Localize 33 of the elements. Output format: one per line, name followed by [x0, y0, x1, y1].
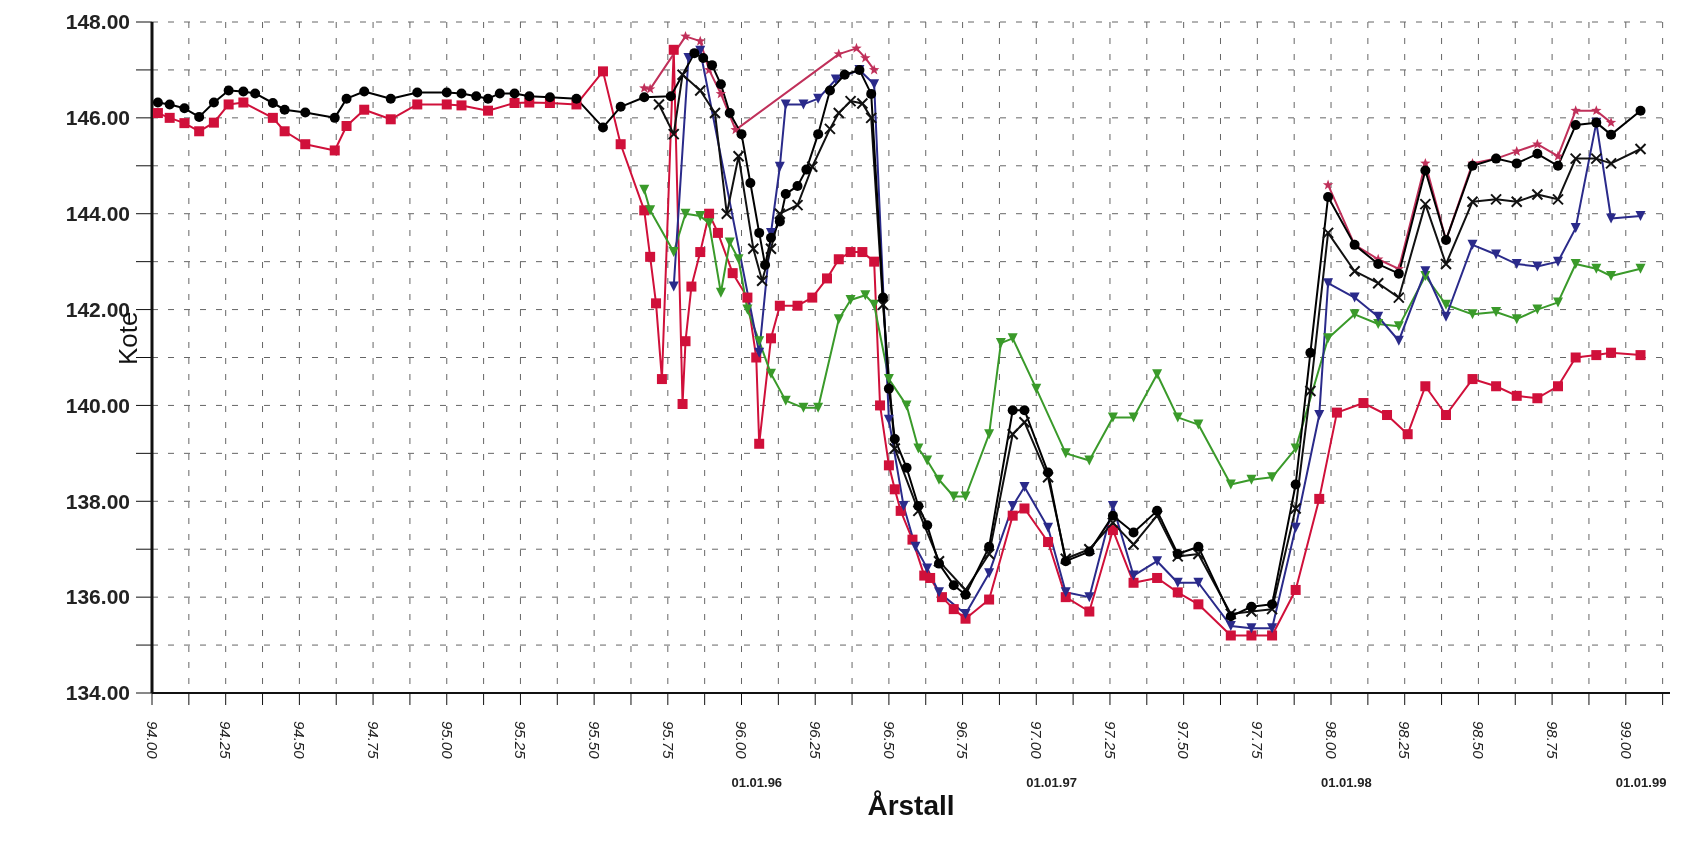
x-tick-label: 94.50 — [291, 721, 309, 760]
x-tick-label: 96.00 — [733, 721, 751, 760]
x-tick-label: 95.75 — [659, 721, 677, 760]
y-tick-label: 148.00 — [65, 10, 130, 34]
x-tick-label: 96.75 — [954, 721, 972, 760]
x-tick-label: 98.75 — [1543, 721, 1561, 760]
y-tick-label: 134.00 — [65, 681, 130, 705]
x-tick-label: 97.50 — [1175, 721, 1193, 760]
x-tick-label: 97.00 — [1028, 721, 1046, 760]
x-tick-label: 97.75 — [1249, 721, 1267, 760]
x-tick-label: 94.75 — [364, 721, 382, 760]
x-tick-label: 96.25 — [806, 721, 824, 760]
text: 01.01.99 — [1615, 775, 1667, 790]
x-tick-label: 95.25 — [512, 721, 530, 760]
x-tick-label: 99.00 — [1617, 721, 1635, 760]
x-axis-title: Årstall — [867, 790, 955, 821]
y-tick-label: 138.00 — [65, 489, 130, 513]
y-tick-label: 140.00 — [65, 393, 130, 417]
x-tick-label: 98.50 — [1470, 721, 1488, 760]
text: 01.01.96 — [731, 775, 783, 790]
y-tick-label: 146.00 — [65, 106, 130, 130]
x-tick-label: 97.25 — [1101, 721, 1119, 760]
x-tick-label: 96.50 — [880, 721, 898, 760]
x-tick-label: 98.00 — [1322, 721, 1340, 760]
y-tick-label: 136.00 — [65, 585, 130, 609]
y-tick-label: 144.00 — [65, 202, 130, 226]
text: 01.01.98 — [1321, 775, 1372, 790]
text: 01.01.97 — [1026, 775, 1077, 790]
x-tick-label: 95.50 — [585, 721, 603, 760]
x-tick-label: 98.25 — [1396, 721, 1414, 760]
x-tick-label: 94.00 — [143, 721, 161, 760]
x-tick-label: 95.00 — [438, 721, 456, 760]
x-tick-label: 94.25 — [217, 721, 235, 760]
